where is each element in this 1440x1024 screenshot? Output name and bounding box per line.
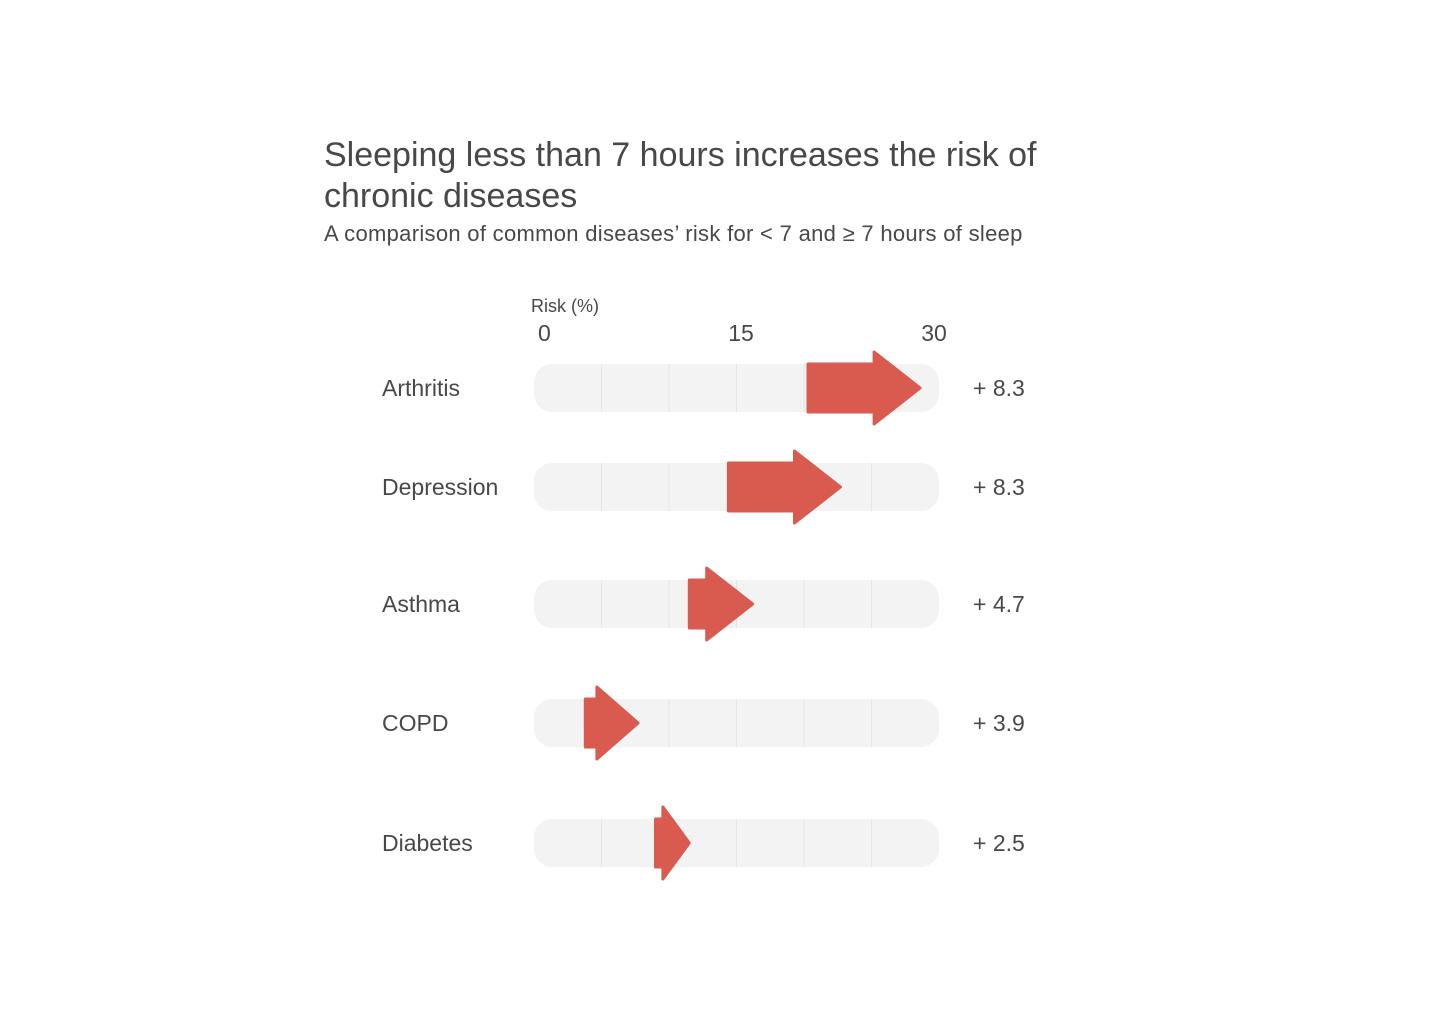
chart-rows: Arthritis + 8.3 Depression + 8.3 Asthma + 4.7… — [382, 350, 1025, 881]
difference-label: + 8.3 — [973, 375, 1025, 401]
risk-arrow — [583, 685, 640, 761]
category-label: COPD — [382, 710, 448, 736]
chart-subtitle: A comparison of common diseases’ risk fo… — [324, 221, 1023, 246]
category-label: Diabetes — [382, 830, 473, 856]
x-tick-label: 0 — [538, 320, 551, 346]
chart-row: Diabetes + 2.5 — [382, 805, 1025, 881]
difference-label: + 2.5 — [973, 830, 1025, 856]
x-axis-ticks: 0 15 30 — [538, 320, 947, 346]
risk-arrow — [654, 805, 691, 881]
chart-row: Arthritis + 8.3 — [382, 350, 1025, 426]
x-axis-label: Risk (%) — [531, 296, 599, 316]
risk-arrow — [726, 449, 842, 525]
difference-label: + 4.7 — [973, 591, 1025, 617]
category-label: Asthma — [382, 591, 460, 617]
risk-arrow — [806, 350, 922, 426]
x-tick-label: 15 — [728, 320, 754, 346]
risk-arrow — [687, 566, 755, 642]
chart-row: COPD + 3.9 — [382, 685, 1025, 761]
category-label: Arthritis — [382, 375, 460, 401]
difference-label: + 8.3 — [973, 474, 1025, 500]
x-tick-label: 30 — [921, 320, 947, 346]
category-label: Depression — [382, 474, 498, 500]
difference-label: + 3.9 — [973, 710, 1025, 736]
chart-row: Depression + 8.3 — [382, 449, 1025, 525]
chart-row: Asthma + 4.7 — [382, 566, 1025, 642]
chart-title: Sleeping less than 7 hours increases the… — [324, 136, 1037, 215]
